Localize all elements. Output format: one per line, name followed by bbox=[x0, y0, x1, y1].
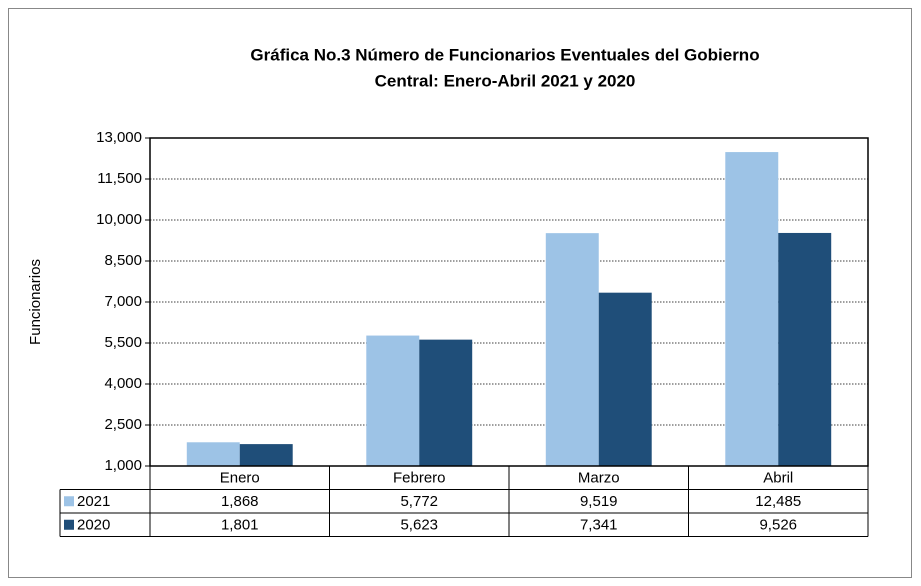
legend-swatch bbox=[64, 496, 74, 507]
legend-swatch bbox=[64, 519, 74, 530]
legend-label: 2021 bbox=[77, 493, 110, 510]
table-value: 1,868 bbox=[221, 493, 259, 510]
table-value: 9,526 bbox=[759, 517, 797, 534]
bar bbox=[778, 232, 832, 466]
chart-title: Gráfica No.3 Número de Funcionarios Even… bbox=[250, 45, 759, 64]
bar bbox=[186, 442, 240, 466]
y-tick-label: 10,000 bbox=[96, 211, 142, 228]
table-value: 1,801 bbox=[221, 517, 259, 534]
legend-label: 2020 bbox=[77, 517, 110, 534]
x-tick-label: Abril bbox=[763, 470, 793, 487]
x-tick-label: Marzo bbox=[578, 470, 620, 487]
chart-title: Central: Enero-Abril 2021 y 2020 bbox=[375, 71, 636, 90]
y-tick-label: 2,500 bbox=[104, 416, 142, 433]
y-tick-label: 7,000 bbox=[104, 293, 142, 310]
bar bbox=[366, 335, 420, 466]
y-tick-label: 4,000 bbox=[104, 375, 142, 392]
table-value: 5,623 bbox=[400, 517, 438, 534]
y-tick-label: 5,500 bbox=[104, 334, 142, 351]
x-tick-label: Febrero bbox=[393, 470, 446, 487]
bar bbox=[239, 444, 293, 466]
y-tick-label: 1,000 bbox=[104, 457, 142, 474]
bar bbox=[545, 233, 599, 466]
y-axis-label: Funcionarios bbox=[27, 259, 44, 345]
table-value: 5,772 bbox=[400, 493, 438, 510]
bar bbox=[419, 339, 473, 466]
table-value: 7,341 bbox=[580, 517, 618, 534]
table-value: 9,519 bbox=[580, 493, 618, 510]
y-tick-label: 8,500 bbox=[104, 252, 142, 269]
y-tick-label: 11,500 bbox=[97, 170, 142, 187]
table-value: 12,485 bbox=[755, 493, 801, 510]
bar bbox=[725, 152, 779, 466]
bar bbox=[598, 292, 652, 466]
y-tick-label: 13,000 bbox=[96, 129, 142, 146]
x-tick-label: Enero bbox=[220, 470, 260, 487]
